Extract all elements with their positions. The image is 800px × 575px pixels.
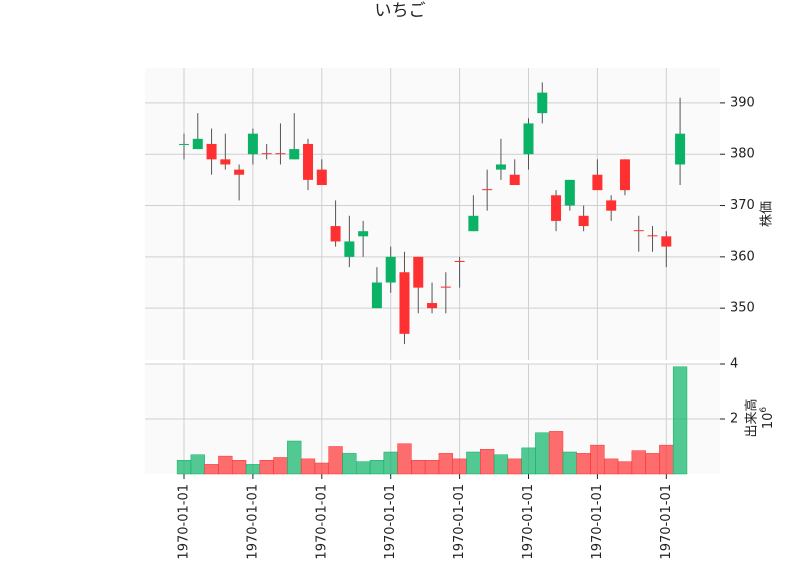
candle-body [454, 260, 465, 262]
candle-body [275, 153, 286, 155]
volume-bar [631, 450, 646, 475]
volume-bar [438, 453, 453, 475]
candle-body [523, 123, 534, 155]
volume-bar [328, 446, 343, 475]
y-tick-label: 2 [730, 412, 738, 427]
y-tick-label: 370 [730, 198, 755, 213]
candle-body [675, 133, 686, 165]
volume-bar [300, 458, 316, 475]
candle-body [316, 169, 327, 186]
y-tick-label: 4 [730, 357, 738, 372]
x-tick-label: 1970-01-01 [383, 484, 398, 560]
candle-body [468, 215, 479, 232]
candle-body [303, 143, 314, 180]
chart-title: いちご [375, 1, 426, 21]
volume-bar [245, 464, 261, 475]
volume-bar [562, 451, 577, 475]
candle-body [633, 230, 644, 232]
volume-bar [493, 454, 509, 475]
candle-body [330, 226, 341, 242]
candle-body [661, 236, 672, 247]
volume-bar [259, 460, 274, 475]
volume-bar [314, 462, 329, 475]
x-tick-label: 1970-01-01 [659, 484, 674, 560]
candle-body [606, 200, 617, 211]
candle-body [578, 215, 589, 227]
candle-body [179, 143, 189, 145]
candle-body [537, 92, 548, 114]
volume-bar [369, 460, 385, 475]
price-panel [145, 68, 720, 360]
candle-body [234, 169, 245, 175]
x-tick-label: 1970-01-01 [590, 484, 605, 560]
volume-bar [548, 431, 564, 475]
candle-body [647, 235, 658, 237]
y-tick-label: 360 [730, 249, 755, 264]
volume-bar [645, 453, 660, 475]
candle-body [371, 282, 382, 309]
offset-exponent: 6 [759, 407, 769, 413]
candle-body [564, 179, 575, 206]
volume-bar [576, 453, 591, 475]
volume-bar [521, 447, 536, 475]
candle-body [440, 286, 451, 288]
volume-bar [218, 455, 233, 475]
x-tick-label: 1970-01-01 [521, 484, 536, 560]
volume-axis-label: 出来高 [744, 398, 760, 437]
candle-body [206, 143, 217, 160]
candle-body [261, 153, 272, 155]
volume-bar [604, 458, 619, 475]
candle-body [247, 133, 258, 155]
volume-bar [231, 460, 247, 475]
candle-body [427, 303, 438, 309]
candle-body [509, 174, 520, 186]
x-tick-label: 1970-01-01 [452, 484, 467, 560]
offset-base: 10 [761, 413, 776, 430]
x-tick-label: 1970-01-01 [177, 484, 192, 560]
volume-bar [659, 444, 674, 475]
x-tick-label: 1970-01-01 [314, 484, 329, 560]
candle-body [385, 256, 396, 283]
volume-bar [176, 460, 192, 475]
volume-bar [480, 449, 495, 475]
volume-bar [204, 464, 219, 475]
candle-body [551, 195, 562, 221]
volume-bar [397, 443, 412, 475]
candle-body [482, 189, 493, 191]
x-tick-label: 1970-01-01 [245, 484, 260, 560]
candle-body [399, 272, 410, 334]
y-axis-label: 株価 [760, 201, 775, 227]
volume-bar [356, 461, 371, 475]
candle-body [495, 164, 506, 170]
volume-bar [190, 454, 205, 475]
volume-bar [535, 432, 550, 475]
volume-bar [452, 458, 467, 475]
candle-body [289, 149, 300, 160]
volume-bar [590, 444, 605, 475]
y-tick-label: 390 [730, 95, 755, 110]
volume-bar [342, 453, 357, 475]
candle-body [413, 256, 424, 288]
volume-offset: 106 [759, 407, 776, 430]
candle-body [344, 241, 355, 257]
volume-bar [617, 461, 633, 475]
candle-body [619, 159, 630, 191]
volume-bar [424, 460, 440, 475]
y-tick-label: 380 [730, 147, 755, 162]
y-tick-label: 350 [730, 301, 755, 316]
volume-bar [287, 440, 302, 475]
candle-body [220, 159, 231, 165]
volume-bar [383, 451, 398, 475]
volume-bar [507, 458, 522, 475]
volume-bar [466, 451, 481, 475]
volume-bar [273, 457, 288, 475]
volume-bar [672, 366, 688, 475]
candle-body [592, 174, 603, 191]
candle-body [192, 138, 203, 150]
volume-bar [411, 460, 426, 475]
candle-body [358, 231, 369, 237]
